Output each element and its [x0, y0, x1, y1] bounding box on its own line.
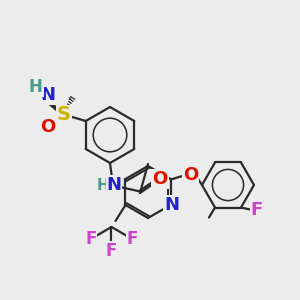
Text: H: H	[29, 78, 43, 96]
Text: O: O	[40, 118, 56, 136]
Text: F: F	[106, 242, 117, 260]
Text: N: N	[40, 86, 55, 104]
Text: S: S	[57, 106, 71, 124]
Text: O: O	[183, 166, 198, 184]
Text: N: N	[106, 176, 122, 194]
Text: F: F	[85, 230, 96, 248]
Text: '': ''	[67, 96, 72, 106]
Text: O: O	[152, 170, 168, 188]
Text: N: N	[164, 196, 179, 214]
Text: F: F	[251, 200, 263, 218]
Text: H: H	[97, 178, 110, 193]
Text: F: F	[127, 230, 138, 248]
